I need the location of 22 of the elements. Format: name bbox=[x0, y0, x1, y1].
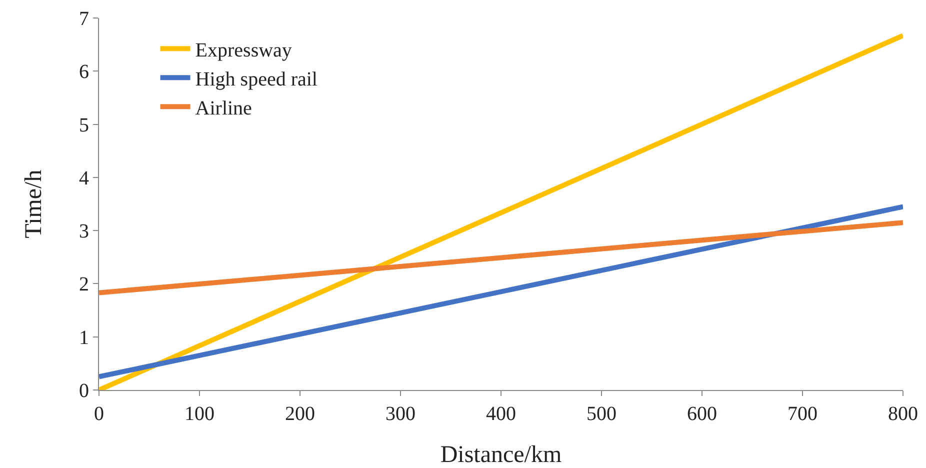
x-tick-label: 200 bbox=[285, 403, 315, 425]
y-tick-label: 3 bbox=[79, 220, 89, 243]
y-tick-label: 0 bbox=[79, 380, 89, 402]
x-axis-title: Distance/km bbox=[440, 442, 562, 468]
x-tick-label: 700 bbox=[788, 403, 818, 425]
legend-label: High speed rail bbox=[195, 68, 318, 90]
y-tick-label: 6 bbox=[79, 61, 89, 84]
legend-label: Expressway bbox=[195, 39, 292, 62]
x-tick-label: 100 bbox=[184, 403, 214, 425]
x-tick-label: 500 bbox=[586, 403, 616, 425]
y-tick-label: 7 bbox=[79, 8, 89, 30]
y-axis-title: Time/h bbox=[21, 170, 47, 238]
y-tick-label: 4 bbox=[79, 167, 89, 190]
y-tick-label: 1 bbox=[79, 326, 89, 349]
x-tick-label: 0 bbox=[94, 403, 104, 425]
y-tick-label: 5 bbox=[79, 114, 89, 136]
x-tick-label: 300 bbox=[386, 403, 416, 425]
y-tick-label: 2 bbox=[79, 274, 89, 296]
legend-label: Airline bbox=[195, 97, 252, 120]
x-tick-label: 400 bbox=[486, 403, 516, 425]
x-tick-label: 600 bbox=[687, 403, 717, 425]
x-tick-label: 800 bbox=[888, 403, 918, 425]
